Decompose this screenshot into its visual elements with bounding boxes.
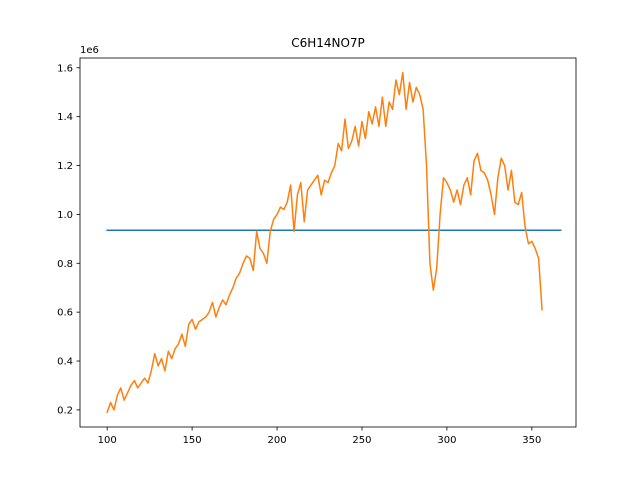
plot-area: [106, 71, 562, 414]
y-offset-label: 1e6: [80, 45, 99, 56]
series-line-signal: [106, 71, 543, 414]
x-tick-label: 100: [98, 435, 117, 446]
y-tick-label: 0.6: [57, 308, 73, 319]
axes-frame: [79, 57, 577, 428]
y-tick-label: 1.0: [57, 210, 73, 221]
y-tick-label: 1.4: [57, 112, 73, 123]
y-tick-label: 0.2: [57, 405, 73, 416]
axes: 100 150 200 250 300 350 0.2 0.4 0.6 0.8 1.0 1.2 1.4 1…: [57, 57, 577, 446]
y-tick-label: 0.8: [57, 259, 73, 270]
y-tick-label: 0.4: [57, 357, 73, 368]
x-tick-label: 150: [183, 435, 202, 446]
x-tick-label: 200: [267, 435, 286, 446]
x-tick-label: 300: [437, 435, 456, 446]
chart-title: C6H14NO7P: [291, 36, 365, 50]
y-tick-label: 1.6: [57, 63, 73, 74]
x-tick-label: 350: [522, 435, 541, 446]
y-tick-label: 1.2: [57, 161, 73, 172]
x-tick-label: 250: [352, 435, 371, 446]
